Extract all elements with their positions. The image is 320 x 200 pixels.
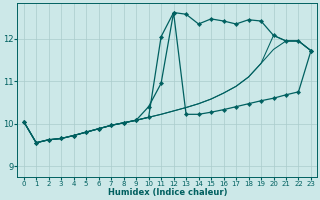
X-axis label: Humidex (Indice chaleur): Humidex (Indice chaleur) xyxy=(108,188,227,197)
